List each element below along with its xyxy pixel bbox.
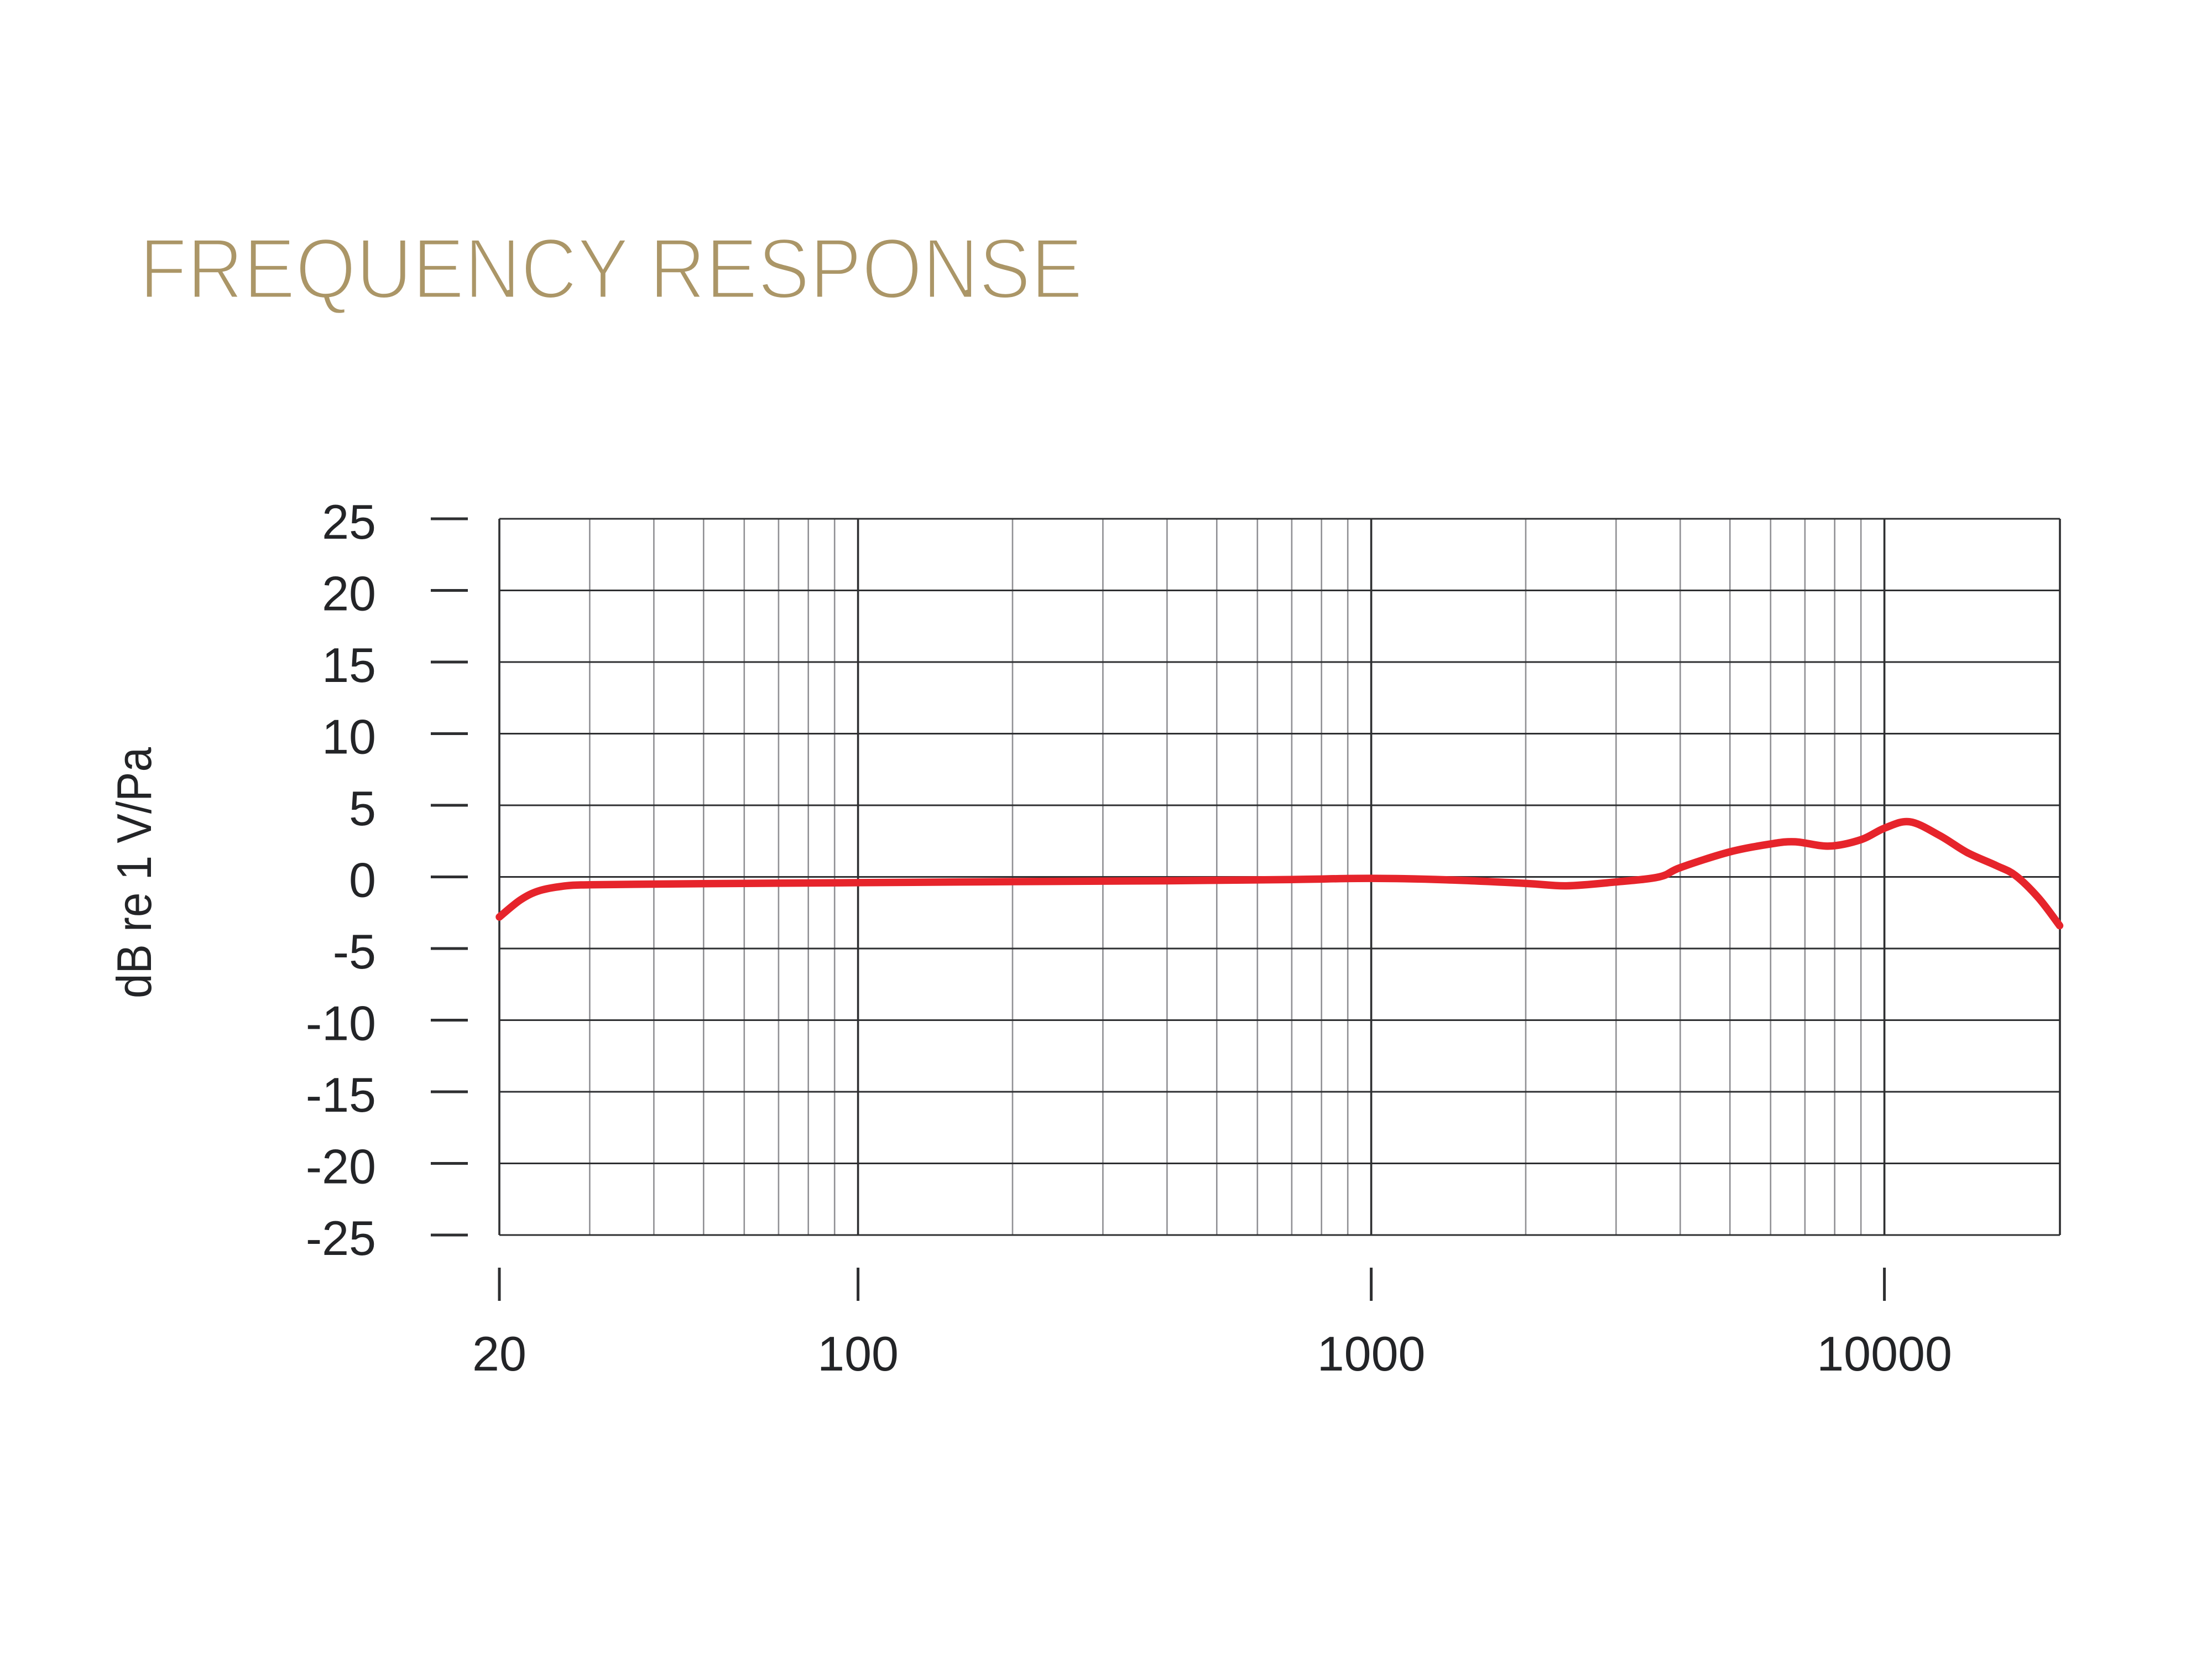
svg-text:dB re 1 V/Pa: dB re 1 V/Pa xyxy=(107,747,161,998)
svg-text:-25: -25 xyxy=(306,1211,376,1265)
svg-text:-10: -10 xyxy=(306,996,376,1051)
svg-text:-15: -15 xyxy=(306,1067,376,1122)
svg-text:10000: 10000 xyxy=(1817,1326,1952,1381)
svg-text:0: 0 xyxy=(349,853,376,908)
svg-text:-20: -20 xyxy=(306,1139,376,1194)
svg-text:FREQUENCY RESPONSE: FREQUENCY RESPONSE xyxy=(139,221,1083,316)
svg-text:15: 15 xyxy=(322,638,376,692)
svg-text:20: 20 xyxy=(322,566,376,621)
svg-text:-5: -5 xyxy=(333,924,376,979)
svg-text:100: 100 xyxy=(817,1326,899,1381)
svg-text:1000: 1000 xyxy=(1317,1326,1426,1381)
svg-text:5: 5 xyxy=(349,781,376,836)
svg-text:20: 20 xyxy=(472,1326,526,1381)
svg-text:25: 25 xyxy=(322,494,376,549)
svg-text:10: 10 xyxy=(322,710,376,764)
